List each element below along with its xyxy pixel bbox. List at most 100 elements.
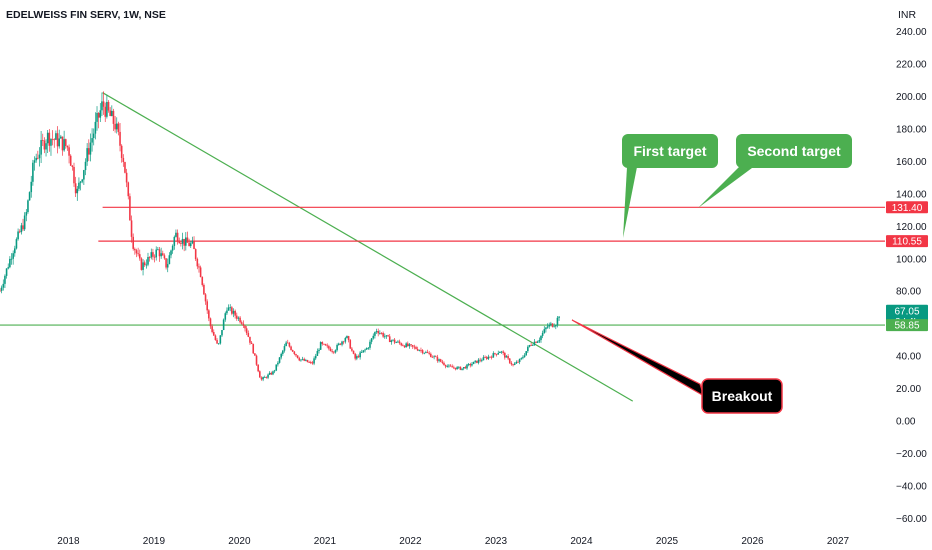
candle-body <box>114 123 116 130</box>
candle-body <box>137 253 139 255</box>
y-tick-label: 120.00 <box>896 222 927 233</box>
x-tick-label: 2025 <box>656 536 679 547</box>
candle-body <box>242 323 245 326</box>
candle-body <box>405 343 407 348</box>
candle-body <box>84 161 87 171</box>
candle-body <box>5 268 8 276</box>
x-tick-label: 2022 <box>399 536 422 547</box>
candle-body <box>467 364 470 365</box>
candle-body <box>324 344 327 346</box>
candle-body <box>160 253 162 257</box>
candle-body <box>166 264 169 268</box>
candle-body <box>359 352 361 358</box>
candle-body <box>490 356 493 358</box>
candle-body <box>428 352 430 354</box>
candle-body <box>487 356 490 359</box>
candle-body <box>370 338 373 342</box>
candle-body <box>273 370 276 372</box>
candle-body <box>305 359 307 361</box>
candle-body <box>58 138 60 147</box>
candle-body <box>522 357 524 359</box>
candle-body <box>74 183 77 194</box>
candle-body <box>527 346 529 352</box>
candle-body <box>318 349 320 351</box>
candle-body <box>436 356 439 361</box>
first-target-callout[interactable]: First target <box>622 134 718 238</box>
price-label-110-text: 110.55 <box>892 237 922 248</box>
y-tick-label: 20.00 <box>896 384 921 395</box>
candle-body <box>51 139 54 140</box>
candle-body <box>286 342 289 344</box>
candle-body <box>454 367 457 370</box>
candle-body <box>235 315 238 319</box>
candle-body <box>132 236 134 249</box>
y-tick-label: −20.00 <box>896 449 927 460</box>
y-tick-label: −40.00 <box>896 482 927 493</box>
candle-body <box>41 140 44 141</box>
candle-body <box>278 357 281 363</box>
candle-body <box>173 236 176 246</box>
candle-body <box>252 344 255 354</box>
candle-body <box>485 357 488 359</box>
candle-body <box>240 322 243 324</box>
candle-body <box>234 310 236 316</box>
candle-body <box>178 241 181 244</box>
descending-trendline[interactable] <box>102 92 634 402</box>
candle-body <box>507 356 509 359</box>
breakout-callout[interactable]: Breakout <box>571 319 783 414</box>
x-tick-label: 2024 <box>570 536 593 547</box>
candle-body <box>476 360 478 363</box>
candle-body <box>142 262 144 270</box>
candle-body <box>351 348 353 351</box>
candle-body <box>40 140 42 155</box>
x-tick-label: 2027 <box>827 536 850 547</box>
candle-body <box>512 364 514 366</box>
candle-body <box>196 259 199 267</box>
y-tick-label: 100.00 <box>896 254 927 265</box>
candle-body <box>484 357 486 359</box>
candle-body <box>481 360 483 362</box>
candle-body <box>148 257 151 258</box>
candle-body <box>232 310 235 314</box>
candle-body <box>129 196 131 221</box>
candle-body <box>20 225 23 233</box>
candle-body <box>262 377 264 380</box>
second-target-callout-box <box>736 134 852 168</box>
candle-body <box>407 343 409 347</box>
candle-body <box>295 354 297 356</box>
candle-body <box>388 336 391 343</box>
candle-body <box>265 376 268 378</box>
candle-body <box>92 133 95 139</box>
candle-body <box>502 351 504 353</box>
candle-body <box>104 106 107 117</box>
candle-body <box>194 249 197 260</box>
candle-body <box>86 148 88 162</box>
second-target-callout[interactable]: Second target <box>698 134 852 208</box>
x-tick-label: 2019 <box>143 536 166 547</box>
candle-body <box>112 110 115 124</box>
candle-body <box>268 372 271 375</box>
candle-body <box>18 231 21 233</box>
candle-body <box>175 232 177 237</box>
x-tick-label: 2023 <box>485 536 508 547</box>
candle-body <box>117 123 120 132</box>
candle-body <box>263 376 266 378</box>
candle-body <box>413 346 416 348</box>
candle-body <box>471 364 473 366</box>
candle-body <box>198 266 200 268</box>
candle-body <box>25 212 28 216</box>
candle-body <box>147 257 149 265</box>
candle-body <box>397 341 399 343</box>
candle-body <box>354 353 356 359</box>
candle-body <box>63 139 65 151</box>
candle-body <box>209 318 212 327</box>
candle-body <box>513 363 516 365</box>
candle-body <box>451 366 454 368</box>
candle-body <box>254 353 256 356</box>
candle-body <box>125 172 128 183</box>
candle-body <box>479 359 481 361</box>
candle-body <box>293 351 296 355</box>
price-label-131-text: 131.40 <box>892 203 923 214</box>
candle-body <box>219 335 222 344</box>
